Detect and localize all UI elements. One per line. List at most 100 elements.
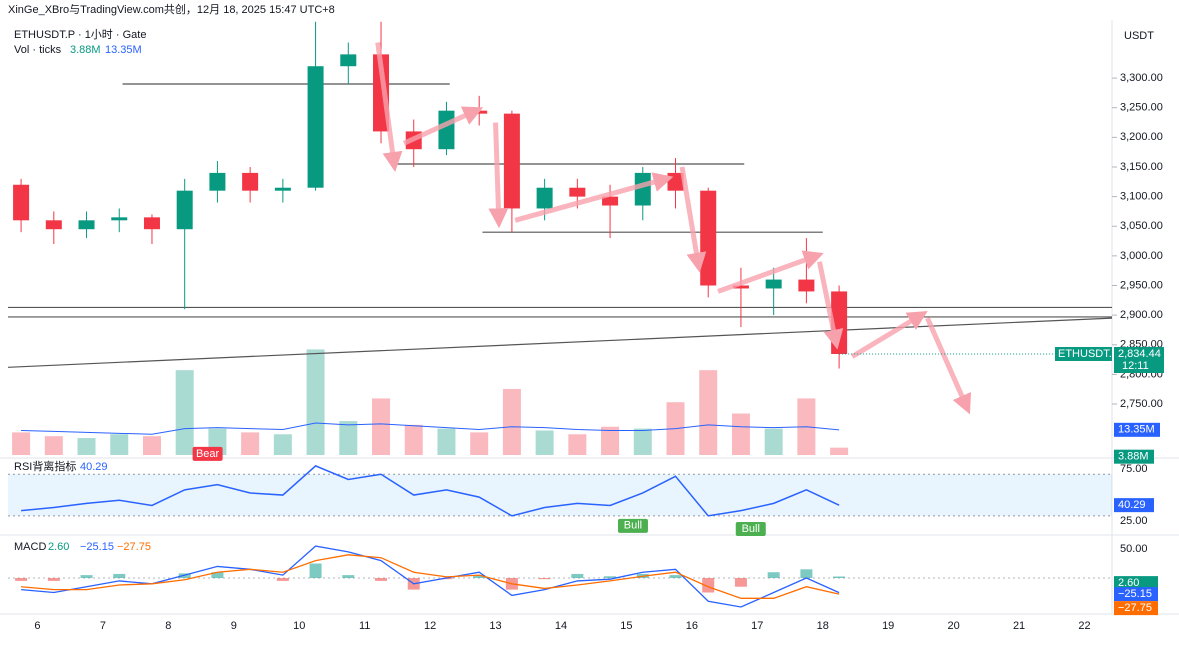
macd-histogram	[342, 575, 355, 579]
price-tag	[1114, 346, 1164, 373]
volume-bar	[535, 430, 554, 455]
x-tick-label: 19	[882, 620, 894, 632]
volume-bar	[339, 421, 358, 455]
volume-bar	[568, 434, 587, 455]
volume-bar	[273, 434, 292, 455]
volume-ma-tag	[1114, 422, 1160, 437]
arrow	[679, 166, 707, 273]
candle-body	[13, 184, 30, 221]
volume-bar	[142, 436, 161, 455]
candle-body	[143, 217, 160, 230]
macd-label: MACD	[14, 541, 46, 553]
signal-line	[21, 554, 840, 599]
volume-bar	[601, 426, 620, 455]
candle-body	[111, 217, 128, 221]
x-tick-label: 8	[165, 620, 171, 632]
volume-bar	[404, 424, 423, 455]
currency: USDT	[1124, 30, 1154, 42]
volume-bar	[731, 413, 750, 455]
candle-body	[274, 187, 291, 191]
y-tick-label: 3,150.00	[1120, 161, 1163, 173]
x-tick-label: 17	[751, 620, 763, 632]
rsi-tick-label: 25.00	[1120, 515, 1148, 527]
x-tick-label: 20	[948, 620, 960, 632]
x-tick-label: 16	[686, 620, 698, 632]
macd-histogram	[669, 575, 682, 579]
rsi-tick-label: 75.00	[1120, 463, 1148, 475]
level-line	[7, 317, 1113, 368]
volume-label: Vol · ticks	[14, 44, 62, 56]
macd-hist-tag	[1114, 576, 1158, 591]
arrow	[817, 261, 844, 350]
macd-histogram	[473, 575, 486, 579]
candle-body	[700, 190, 717, 286]
volume-bar	[699, 370, 718, 455]
rsi-signal	[617, 518, 648, 533]
macd-histogram	[80, 575, 93, 579]
x-tick-label: 9	[231, 620, 237, 632]
x-tick-label: 11	[359, 620, 370, 632]
macd-histogram	[309, 563, 322, 579]
candle-body	[242, 172, 259, 191]
x-tick-label: 6	[34, 620, 40, 632]
arrow	[717, 250, 824, 294]
y-tick-label: 3,050.00	[1120, 220, 1163, 232]
volume-bar	[830, 447, 849, 455]
candle-body	[732, 285, 749, 289]
volume-ma	[21, 422, 840, 435]
signal-value: −27.75	[117, 541, 151, 553]
rsi-signal	[192, 446, 223, 461]
rsi-tag	[1114, 498, 1154, 513]
volume-bar	[764, 428, 783, 455]
candle-body	[340, 54, 357, 67]
signal-tag-label: −27.75	[1118, 602, 1152, 614]
y-tick-label: 3,300.00	[1120, 72, 1163, 84]
volume-bar	[44, 436, 63, 455]
volume-ma-value: 13.35M	[105, 44, 142, 56]
volume-bar	[502, 389, 521, 455]
macd-histogram	[767, 572, 780, 579]
price-tag-label: 2,834.44	[1118, 348, 1161, 360]
macd-tick-label: 50.00	[1120, 543, 1148, 555]
y-tick-label: 2,750.00	[1120, 398, 1163, 410]
rsi-band	[8, 474, 1112, 516]
macd-histogram	[800, 569, 813, 579]
volume-tag-label: 3.88M	[1118, 451, 1149, 463]
x-tick-label: 10	[293, 620, 305, 632]
macd-histogram	[113, 573, 126, 579]
macd-histogram	[211, 572, 224, 579]
macd-histogram	[571, 573, 584, 579]
candle-body	[45, 220, 62, 230]
volume-bar	[372, 398, 391, 455]
x-tick-label: 22	[1078, 620, 1090, 632]
macd-histogram	[15, 578, 28, 581]
x-tick-label: 14	[555, 620, 567, 632]
y-tick-label: 2,900.00	[1120, 309, 1163, 321]
volume-bar	[110, 434, 129, 455]
x-tick-label: 12	[424, 620, 436, 632]
volume-bar	[175, 370, 194, 455]
candle-body	[634, 172, 651, 206]
arrow	[514, 172, 674, 223]
countdown: 12:11	[1122, 360, 1149, 372]
volume-bar	[306, 349, 325, 455]
candle-body	[569, 187, 586, 197]
volume-bar	[437, 428, 456, 455]
y-tick-label: 3,000.00	[1120, 250, 1163, 262]
candle-body	[536, 187, 553, 209]
candle-body	[307, 66, 324, 188]
candle-body	[176, 190, 193, 230]
volume-value: 3.88M	[70, 44, 101, 56]
candle-body	[438, 110, 455, 150]
candle-body	[765, 279, 782, 289]
arrow	[375, 42, 403, 172]
macd-histogram	[702, 578, 715, 593]
rsi-signal-label: Bear	[196, 448, 220, 460]
candle-body	[798, 279, 815, 292]
arrow	[850, 311, 928, 359]
macd-histogram	[734, 578, 747, 587]
volume-bar	[241, 432, 260, 455]
candle-body	[78, 220, 95, 230]
